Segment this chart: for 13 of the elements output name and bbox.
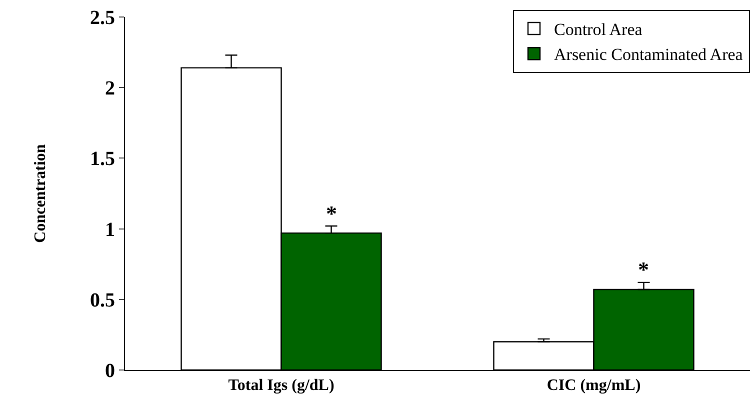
- x-tick-label: CIC (mg/mL): [546, 377, 641, 394]
- y-axis-title: Concentration: [32, 144, 49, 243]
- y-tick-label: 2.5: [90, 7, 115, 29]
- y-tick-label: 0.5: [90, 289, 115, 312]
- legend-label: Arsenic Contaminated Area: [554, 45, 744, 64]
- annotation: *: [326, 201, 337, 226]
- y-tick-label: 2: [105, 78, 115, 100]
- legend-label: Control Area: [554, 20, 643, 40]
- x-tick-label: Total Igs (g/dL): [228, 377, 334, 394]
- y-tick-label: 0: [105, 360, 115, 382]
- y-tick-label: 1: [105, 218, 115, 241]
- annotation: *: [638, 257, 649, 282]
- y-tick-label: 1.5: [90, 148, 115, 170]
